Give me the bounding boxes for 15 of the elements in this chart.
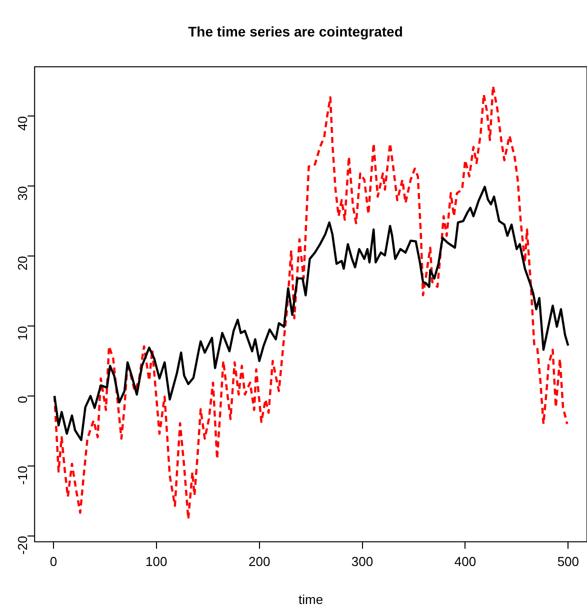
x-tick-label: 100 bbox=[146, 554, 168, 570]
y-tick-label: -20 bbox=[15, 536, 30, 555]
x-tick-label: 400 bbox=[454, 554, 476, 570]
y-tick-label: -10 bbox=[15, 466, 30, 485]
chart-title: The time series are cointegrated bbox=[188, 23, 403, 40]
y-tick-label: 20 bbox=[15, 256, 30, 271]
x-axis-title: time bbox=[298, 592, 324, 607]
y-tick-label: 0 bbox=[15, 396, 30, 404]
y-tick-label: 30 bbox=[15, 186, 30, 201]
x-tick-label: 0 bbox=[50, 554, 58, 570]
x-tick-label: 500 bbox=[557, 554, 580, 570]
y-tick-label: 10 bbox=[15, 326, 30, 340]
x-tick-label: 300 bbox=[351, 554, 374, 570]
y-tick-label: 40 bbox=[15, 116, 30, 131]
x-tick-label: 200 bbox=[248, 554, 270, 570]
